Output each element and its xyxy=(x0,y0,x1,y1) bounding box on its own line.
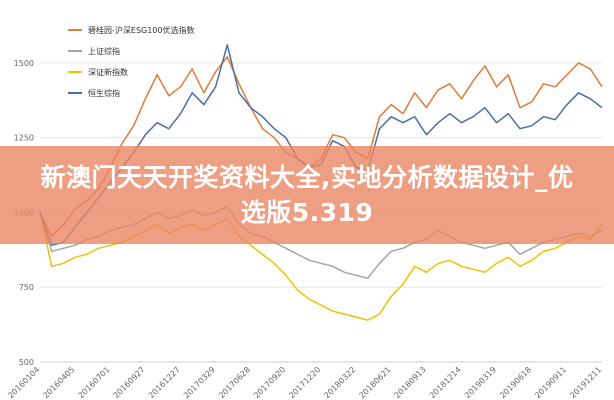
y-tick-label: 1500 xyxy=(14,59,34,68)
banner-text: 新澳门天天开奖资料大全,实地分析数据设计_优选版5.319 xyxy=(40,163,574,227)
legend-label: 恒生综指 xyxy=(88,88,120,98)
x-tick-label: 20190618 xyxy=(498,365,533,400)
x-tick-label: 20170920 xyxy=(252,365,287,400)
legend-label: 深证新指数 xyxy=(88,67,128,77)
x-tick-label: 20180913 xyxy=(393,365,428,400)
x-tick-label: 20170628 xyxy=(217,365,252,400)
x-tick-label: 20190319 xyxy=(463,365,498,400)
legend-label: 碧桂园-沪深ESG100优选指数 xyxy=(88,25,195,35)
y-tick-label: 1250 xyxy=(14,134,34,143)
x-tick-label: 20160701 xyxy=(77,365,112,400)
x-tick-label: 20160927 xyxy=(112,365,147,400)
x-tick-label: 20171220 xyxy=(287,365,322,400)
legend-label: 上证综指 xyxy=(88,46,120,56)
y-tick-label: 750 xyxy=(19,283,34,292)
x-tick-label: 20180621 xyxy=(358,365,393,400)
x-tick-label: 20190911 xyxy=(533,365,568,400)
x-tick-label: 20180322 xyxy=(322,365,357,400)
x-tick-label: 20191211 xyxy=(568,365,603,400)
x-axis: 20160104 20160405 20160701 20160927 20161227… xyxy=(6,361,603,400)
x-tick-label: 20181214 xyxy=(428,365,463,400)
x-tick-label: 20160104 xyxy=(6,365,41,400)
y-tick-label: 500 xyxy=(19,358,34,367)
x-tick-label: 20170329 xyxy=(182,365,217,400)
promo-banner: 新澳门天天开奖资料大全,实地分析数据设计_优选版5.319 xyxy=(0,146,614,244)
x-tick-label: 20161227 xyxy=(147,365,182,400)
x-tick-label: 20160405 xyxy=(41,365,76,400)
